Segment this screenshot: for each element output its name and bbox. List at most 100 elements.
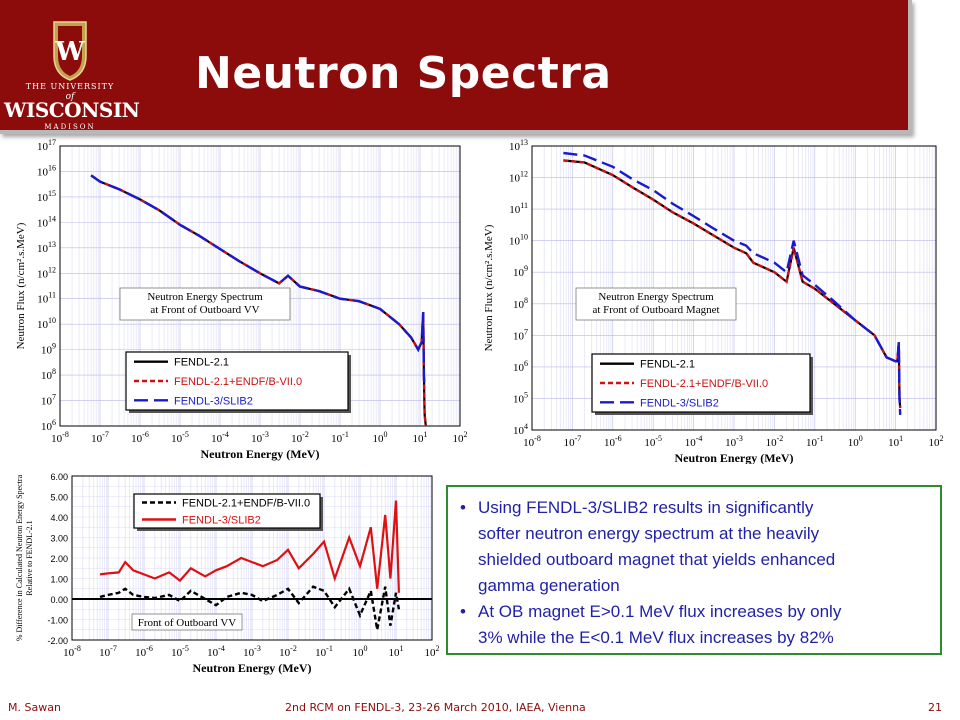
legend: FENDL-2.1+ENDF/B-VII.0 FENDL-3/SLIB2 [133, 493, 323, 531]
legend: FENDL-2.1 FENDL-2.1+ENDF/B-VII.0 FENDL-3/S… [125, 351, 351, 413]
header-banner: W THE UNIVERSITY of WISCONSIN MADISON Ne… [0, 0, 912, 134]
bullet-item-2: • At OB magnet E>0.1 MeV flux increases … [460, 599, 932, 651]
x-axis-label: Neutron Energy (MeV) [192, 661, 311, 675]
annotation-frame [119, 287, 291, 321]
y-tick-labels: 106 107 108 109 1010 1011 1012 1013 1014 1015 1016… [37, 138, 56, 433]
legend-label: FENDL-3/SLIB2 [640, 397, 719, 409]
x-tick-label: 101 [413, 430, 428, 445]
summary-textbox: • Using FENDL-3/SLIB2 results in signifi… [446, 485, 942, 655]
y-tick-label: 1.00 [50, 575, 68, 585]
logo-line-university: THE UNIVERSITY [25, 82, 115, 91]
university-logo: W THE UNIVERSITY of WISCONSIN MADISON [4, 20, 140, 131]
x-tick-label: 10-3 [725, 434, 743, 449]
footer-meeting: 2nd RCM on FENDL-3, 23-26 March 2010, IA… [285, 701, 586, 714]
x-tick-label: 10-5 [644, 434, 662, 449]
plot-frame [531, 145, 937, 431]
y-tick-label: 1017 [37, 138, 56, 153]
legend-label: FENDL-2.1+ENDF/B-VII.0 [182, 498, 310, 510]
bullet-marker: • [460, 602, 466, 621]
footer-author: M. Sawan [8, 701, 61, 714]
x-tick-label: 10-1 [315, 644, 333, 659]
y-tick-label: 5.00 [50, 493, 68, 503]
x-axis-label: Neutron Energy (MeV) [200, 447, 319, 461]
x-tick-label: 10-4 [207, 644, 225, 659]
bullet-1-line-1: Using FENDL-3/SLIB2 results in significa… [478, 498, 814, 517]
y-tick-label: 4.00 [50, 513, 68, 523]
y-tick-label: 1010 [509, 233, 528, 248]
x-tick-label: 101 [389, 644, 404, 659]
y-tick-label: 1013 [509, 138, 528, 153]
x-tick-label: 10-6 [135, 644, 153, 659]
y-tick-label: 1014 [37, 214, 56, 229]
y-tick-labels: -2.00 -1.00 0.00 1.00 2.00 3.00 4.00 5.00 6.00 [47, 472, 68, 646]
annotation-text: Neutron Energy Spectrum [598, 291, 714, 303]
x-tick-label: 10-1 [331, 430, 349, 445]
y-tick-label: 6.00 [50, 472, 68, 482]
y-tick-label: 105 [513, 390, 528, 405]
crest-icon: W [53, 21, 87, 81]
legend-label: FENDL-3/SLIB2 [182, 515, 261, 527]
y-tick-label: 0.00 [50, 595, 68, 605]
x-tick-labels: 10-8 10-7 10-6 10-5 10-4 10-3 10-2 10-1 100 101 10… [51, 430, 467, 445]
y-tick-label: 1013 [37, 240, 56, 255]
logo-line-madison: MADISON [44, 123, 96, 131]
x-tick-label: 10-5 [171, 430, 189, 445]
logo-line-wisconsin: WISCONSIN [4, 98, 140, 122]
y-tick-label: 3.00 [50, 534, 68, 544]
x-tick-label: 10-7 [91, 430, 109, 445]
x-tick-label: 10-3 [243, 644, 261, 659]
y-tick-label: 1012 [509, 170, 528, 185]
x-tick-label: 10-8 [51, 430, 69, 445]
annotation-text: Neutron Energy Spectrum [147, 291, 263, 303]
x-tick-label: 100 [373, 430, 388, 445]
y-axis-label: % Difference in Calculated Neutron Energ… [15, 474, 34, 641]
x-tick-label: 10-6 [131, 430, 149, 445]
annotation-text: at Front of Outboard VV [150, 304, 259, 316]
x-tick-label: 10-8 [523, 434, 541, 449]
bullet-1-line-3: shielded outboard magnet that yields enh… [478, 550, 836, 569]
legend-label: FENDL-3/SLIB2 [174, 395, 253, 407]
y-tick-labels: 104 105 106 107 108 109 1010 1011 1012 1013 [509, 138, 528, 437]
x-tick-label: 10-2 [766, 434, 784, 449]
bullet-2-line-2: 3% while the E<0.1 MeV flux increases by… [478, 628, 834, 647]
y-tick-label: 107 [513, 327, 528, 342]
x-tick-labels: 10-8 10-7 10-6 10-5 10-4 10-3 10-2 10-1 100 101 10… [63, 644, 439, 659]
page-title: Neutron Spectra [195, 48, 612, 99]
y-tick-label: 2.00 [50, 554, 68, 564]
bullet-item-1: • Using FENDL-3/SLIB2 results in signifi… [460, 495, 932, 599]
chart-flux-outboard-magnet: 10-8 10-7 10-6 10-5 10-4 10-3 10-2 10-1 100 101 10… [483, 138, 944, 464]
x-tick-label: 10-2 [291, 430, 309, 445]
plot-frame [71, 475, 433, 641]
series-line-2 [99, 500, 400, 593]
x-tick-label: 10-4 [211, 430, 229, 445]
annotation-frame [575, 287, 737, 321]
y-tick-label: -2.00 [47, 636, 68, 646]
y-axis-label: Neutron Flux (n/cm².s.MeV) [15, 222, 27, 349]
y-tick-label: 1016 [37, 163, 56, 178]
legend-frame [133, 493, 321, 529]
y-tick-label: 109 [41, 342, 56, 357]
legend-label: FENDL-2.1+ENDF/B-VII.0 [640, 378, 768, 390]
x-tick-labels: 10-8 10-7 10-6 10-5 10-4 10-3 10-2 10-1 100 101 10… [523, 434, 943, 449]
legend-label: FENDL-2.1 [640, 359, 695, 371]
x-tick-label: 102 [425, 644, 440, 659]
annotation-text: Front of Outboard VV [138, 617, 237, 629]
x-tick-label: 101 [888, 434, 903, 449]
x-tick-label: 10-3 [251, 430, 269, 445]
bullet-1-line-4: gamma generation [478, 576, 620, 595]
legend: FENDL-2.1 FENDL-2.1+ENDF/B-VII.0 FENDL-3/S… [591, 353, 813, 415]
legend-label: FENDL-2.1 [174, 357, 229, 369]
footer-page-number: 21 [928, 701, 942, 714]
crest-letter: W [54, 37, 85, 67]
x-tick-label: 10-5 [171, 644, 189, 659]
y-tick-label: 109 [513, 264, 528, 279]
y-tick-label: -1.00 [47, 616, 68, 626]
x-tick-label: 10-7 [99, 644, 117, 659]
y-tick-label: 108 [513, 296, 528, 311]
y-tick-label: 1015 [37, 189, 56, 204]
x-tick-label: 100 [353, 644, 368, 659]
logo-line-of: of [65, 92, 75, 102]
x-tick-label: 10-8 [63, 644, 81, 659]
y-tick-label: 108 [41, 367, 56, 382]
